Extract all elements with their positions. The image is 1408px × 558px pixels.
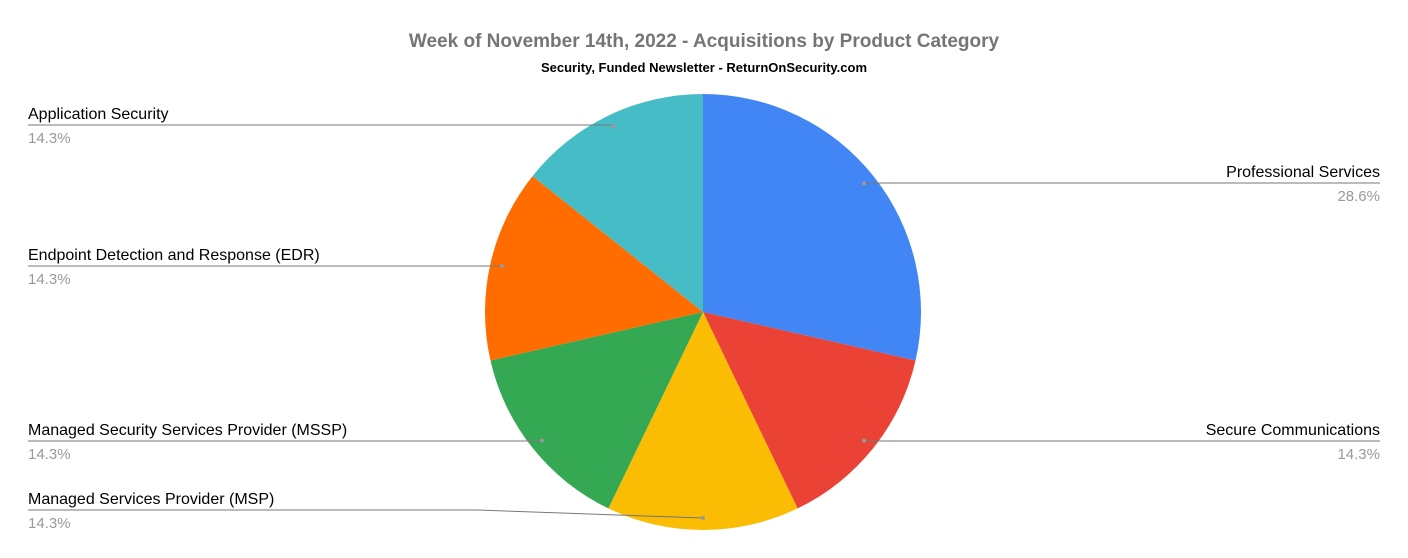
leader-dot [500,264,505,269]
pie-slice [532,93,703,312]
leader-line [863,182,1380,184]
leader-dot [539,438,544,443]
slice-label: Secure Communications [1206,422,1380,439]
leader-dot [862,181,867,186]
value-label: 14.3% [28,271,71,288]
pie-slice [485,176,703,361]
leader-dot [611,124,616,129]
slice-label: Managed Services Provider (MSP) [28,491,274,508]
slice-label: Professional Services [1226,164,1380,181]
slice-label: Endpoint Detection and Response (EDR) [28,247,320,264]
chart-subtitle: Security, Funded Newsletter - ReturnOnSe… [541,60,867,75]
slice-label: Managed Security Services Provider (MSSP… [28,422,347,439]
value-label: 28.6% [1337,188,1380,205]
leader-line [28,440,543,442]
value-label: 14.3% [28,446,71,463]
value-label: 14.3% [1337,446,1380,463]
leader-line [28,509,704,519]
pie-slice [703,312,916,509]
slice-label: Application Security [28,106,169,123]
pie-slice [608,312,798,530]
leader-dot [862,438,867,443]
leader-dot [701,516,705,521]
pie-slice [490,312,703,509]
pie-slice [703,94,922,361]
leader-line [863,440,1380,442]
value-label: 14.3% [28,130,71,147]
value-label: 14.3% [28,515,71,532]
chart-title: Week of November 14th, 2022 - Acquisitio… [409,31,1000,52]
